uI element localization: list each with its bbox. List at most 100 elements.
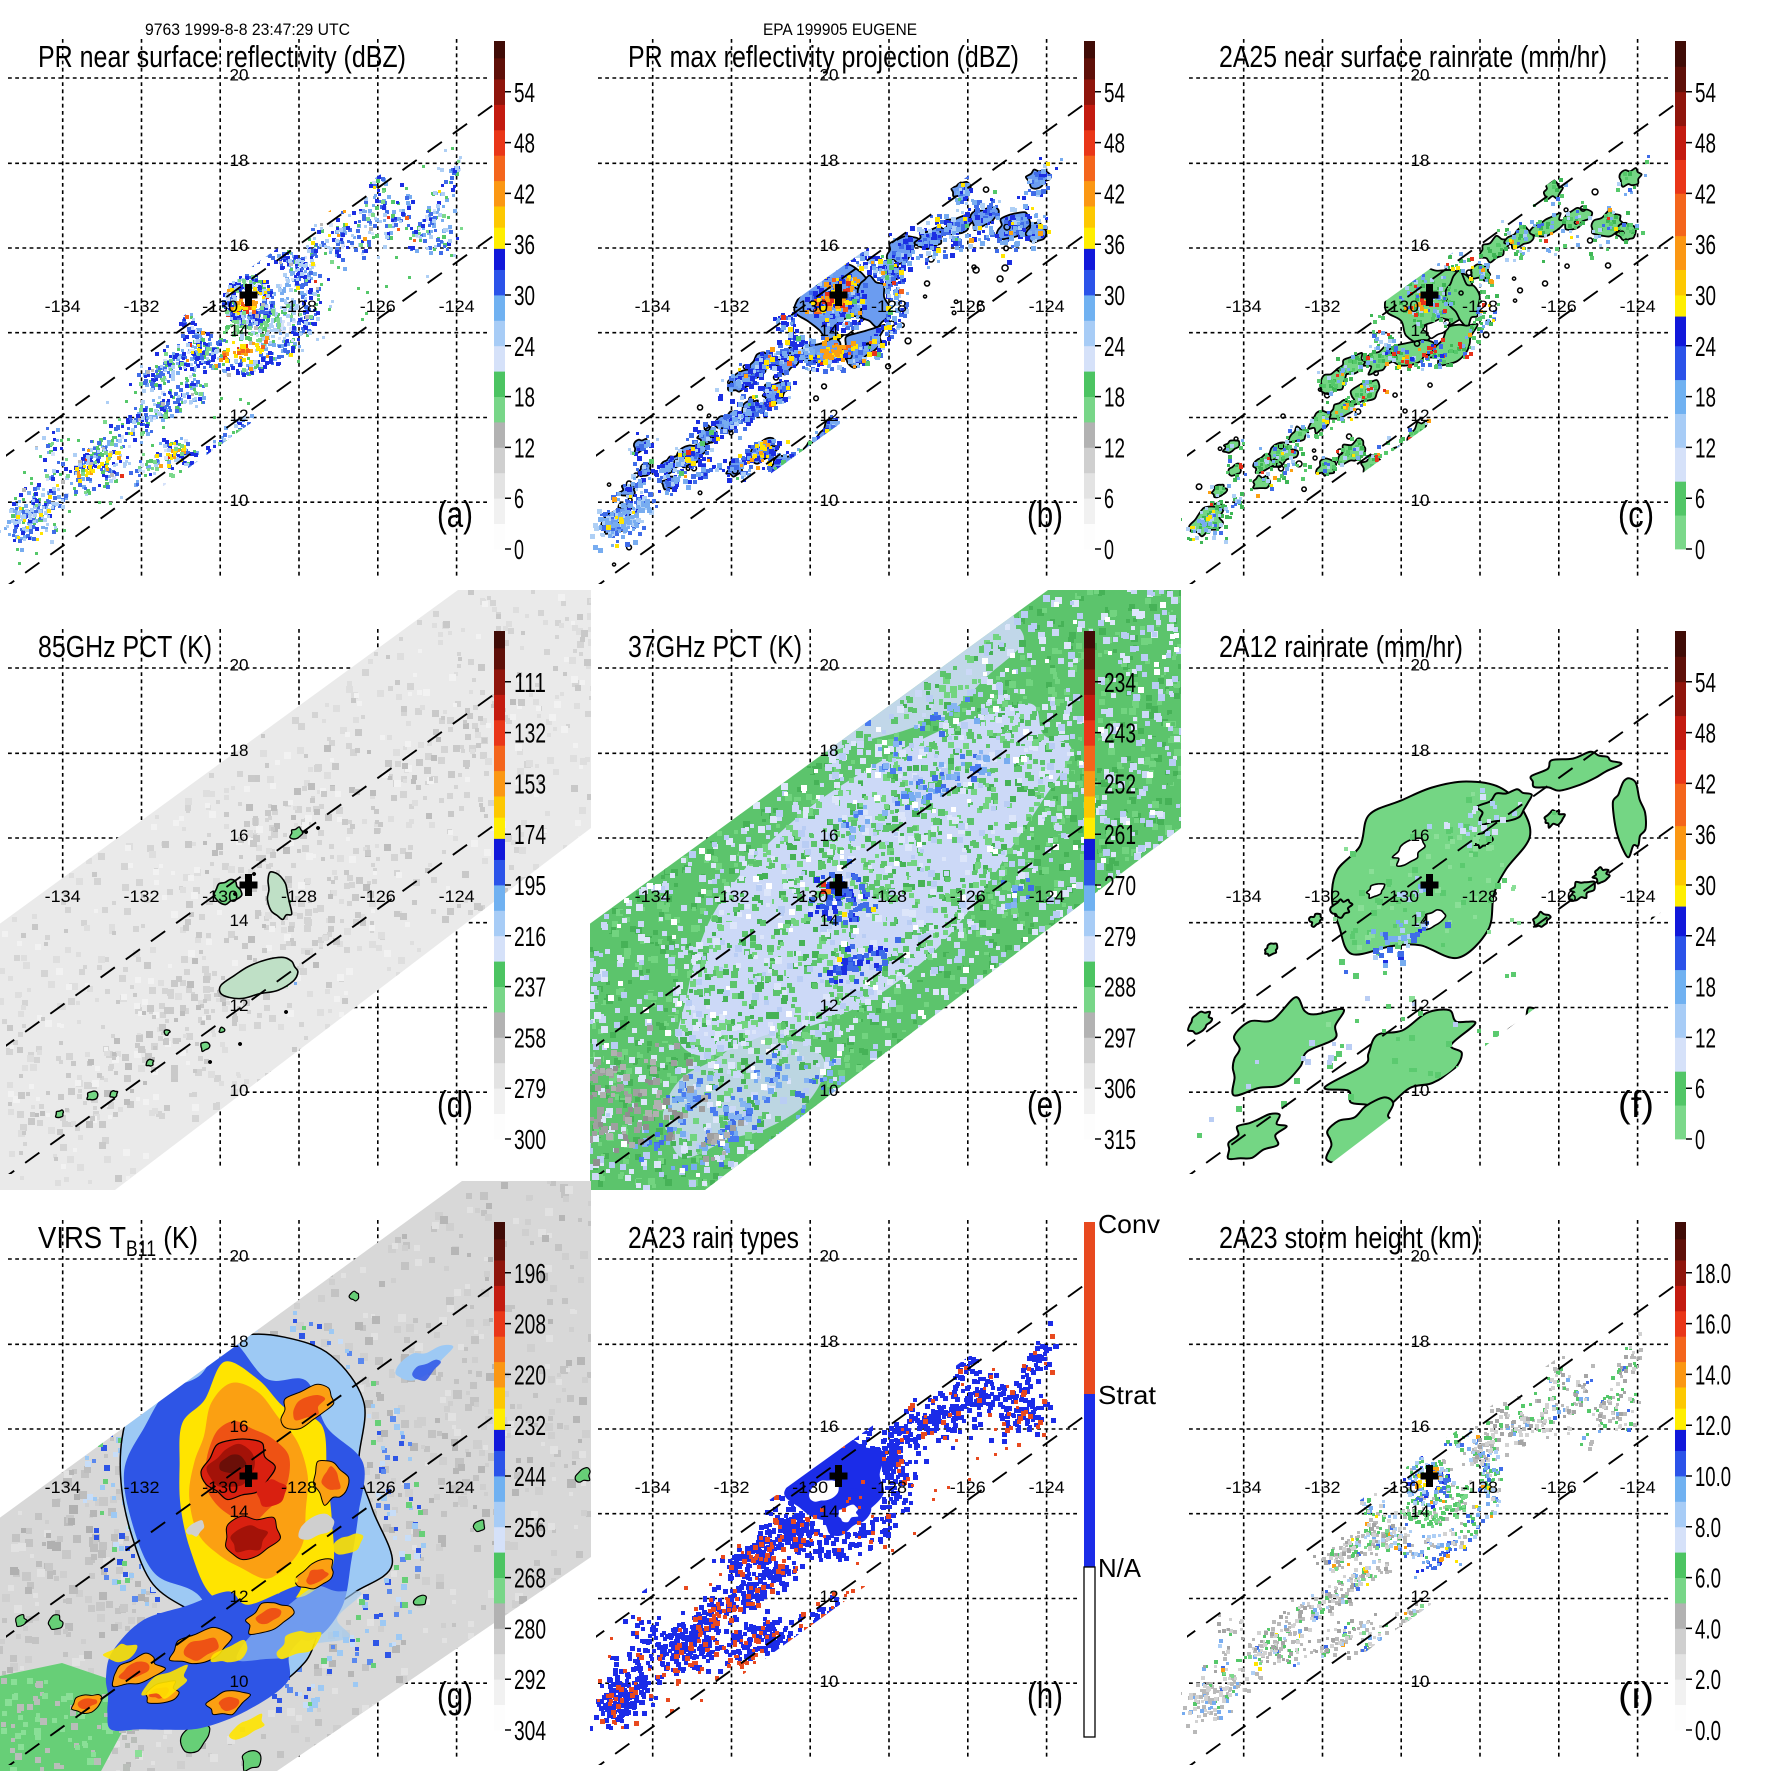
svg-text:12: 12 [1695,1022,1716,1053]
svg-text:-134: -134 [635,887,671,906]
svg-text:-126: -126 [360,297,396,316]
svg-text:16: 16 [820,826,839,845]
svg-text:30: 30 [1695,280,1716,311]
svg-text:42: 42 [514,178,535,209]
svg-text:9763 1999-8-8 23:47:29 UTC: 9763 1999-8-8 23:47:29 UTC [145,20,350,39]
svg-text:16: 16 [820,1417,839,1436]
svg-text:16: 16 [230,236,249,255]
svg-text:300: 300 [514,1124,546,1155]
svg-text:258: 258 [514,1022,546,1053]
svg-text:EPA 199905 EUGENE: EPA 199905 EUGENE [763,20,917,39]
svg-text:-124: -124 [1620,887,1656,906]
svg-text:232: 232 [514,1410,546,1441]
svg-text:-124: -124 [1029,297,1065,316]
svg-text:153: 153 [514,768,546,799]
svg-text:0: 0 [1104,534,1114,565]
svg-text:24: 24 [1695,331,1716,362]
svg-text:12: 12 [230,996,249,1015]
svg-text:20: 20 [1411,1247,1430,1266]
svg-text:-134: -134 [1226,1478,1262,1497]
svg-text:-132: -132 [1305,297,1341,316]
svg-text:16: 16 [1411,236,1430,255]
svg-text:18: 18 [230,741,249,760]
svg-text:16: 16 [230,1417,249,1436]
svg-text:42: 42 [1695,178,1716,209]
svg-text:-132: -132 [714,297,750,316]
svg-text:12.0: 12.0 [1695,1410,1731,1441]
svg-text:256: 256 [514,1512,546,1543]
svg-text:-128: -128 [871,1478,907,1497]
svg-text:18: 18 [1104,382,1125,413]
svg-text:-124: -124 [439,297,475,316]
svg-text:-134: -134 [45,887,81,906]
svg-text:18: 18 [1411,741,1430,760]
svg-text:-128: -128 [1462,1478,1498,1497]
svg-text:-124: -124 [1620,297,1656,316]
svg-text:(a): (a) [437,494,473,535]
svg-text:10: 10 [820,491,839,510]
svg-text:42: 42 [1695,768,1716,799]
svg-text:-130: -130 [792,1478,828,1497]
svg-text:-134: -134 [45,1478,81,1497]
svg-text:85GHz PCT (K): 85GHz PCT (K) [38,629,212,664]
svg-text:12: 12 [230,406,249,425]
svg-text:16.0: 16.0 [1695,1309,1731,1340]
svg-text:-124: -124 [1029,1478,1065,1497]
svg-text:16: 16 [230,826,249,845]
svg-text:-132: -132 [1305,887,1341,906]
svg-text:18: 18 [1411,151,1430,170]
svg-text:2A12 rainrate (mm/hr): 2A12 rainrate (mm/hr) [1219,629,1463,664]
svg-text:132: 132 [514,718,546,749]
svg-text:-126: -126 [360,1478,396,1497]
svg-text:14.0: 14.0 [1695,1359,1731,1390]
svg-text:315: 315 [1104,1124,1136,1155]
svg-text:-126: -126 [360,887,396,906]
svg-text:36: 36 [1695,819,1716,850]
svg-text:Strat: Strat [1098,1380,1157,1410]
svg-text:10: 10 [1411,1672,1430,1691]
svg-text:-134: -134 [1226,887,1262,906]
svg-text:-126: -126 [950,297,986,316]
svg-text:10: 10 [230,491,249,510]
svg-text:-124: -124 [1620,1478,1656,1497]
svg-text:(b): (b) [1027,494,1063,535]
svg-text:14: 14 [230,911,249,930]
svg-text:-128: -128 [871,887,907,906]
svg-text:10: 10 [1411,491,1430,510]
svg-text:111: 111 [514,667,546,698]
svg-text:0: 0 [1695,1124,1705,1155]
svg-text:297: 297 [1104,1022,1136,1053]
svg-text:36: 36 [1695,229,1716,260]
svg-text:-128: -128 [1462,297,1498,316]
svg-text:12: 12 [230,1587,249,1606]
svg-text:10: 10 [230,1081,249,1100]
svg-text:12: 12 [1411,406,1430,425]
svg-text:270: 270 [1104,870,1136,901]
svg-text:6: 6 [1695,1073,1705,1104]
svg-text:12: 12 [1104,432,1125,463]
svg-text:0: 0 [514,534,524,565]
svg-text:0.0: 0.0 [1695,1715,1721,1746]
svg-text:36: 36 [514,229,535,260]
svg-text:18: 18 [1411,1332,1430,1351]
svg-text:306: 306 [1104,1073,1136,1104]
svg-text:VIRS TB11 (K): VIRS TB11 (K) [38,1220,198,1261]
svg-text:12: 12 [1411,1587,1430,1606]
svg-text:10: 10 [1411,1081,1430,1100]
svg-text:-126: -126 [950,887,986,906]
svg-text:20: 20 [820,656,839,675]
svg-text:261: 261 [1104,819,1136,850]
svg-text:-126: -126 [1541,1478,1577,1497]
svg-text:48: 48 [514,128,535,159]
svg-text:18: 18 [230,1332,249,1351]
svg-text:12: 12 [1695,432,1716,463]
svg-text:-132: -132 [714,1478,750,1497]
svg-text:16: 16 [820,236,839,255]
svg-text:174: 174 [514,819,546,850]
svg-text:6: 6 [1104,483,1114,514]
svg-text:304: 304 [514,1715,546,1746]
svg-text:18: 18 [820,1332,839,1351]
svg-text:268: 268 [514,1563,546,1594]
svg-text:10: 10 [820,1672,839,1691]
svg-text:42: 42 [1104,178,1125,209]
